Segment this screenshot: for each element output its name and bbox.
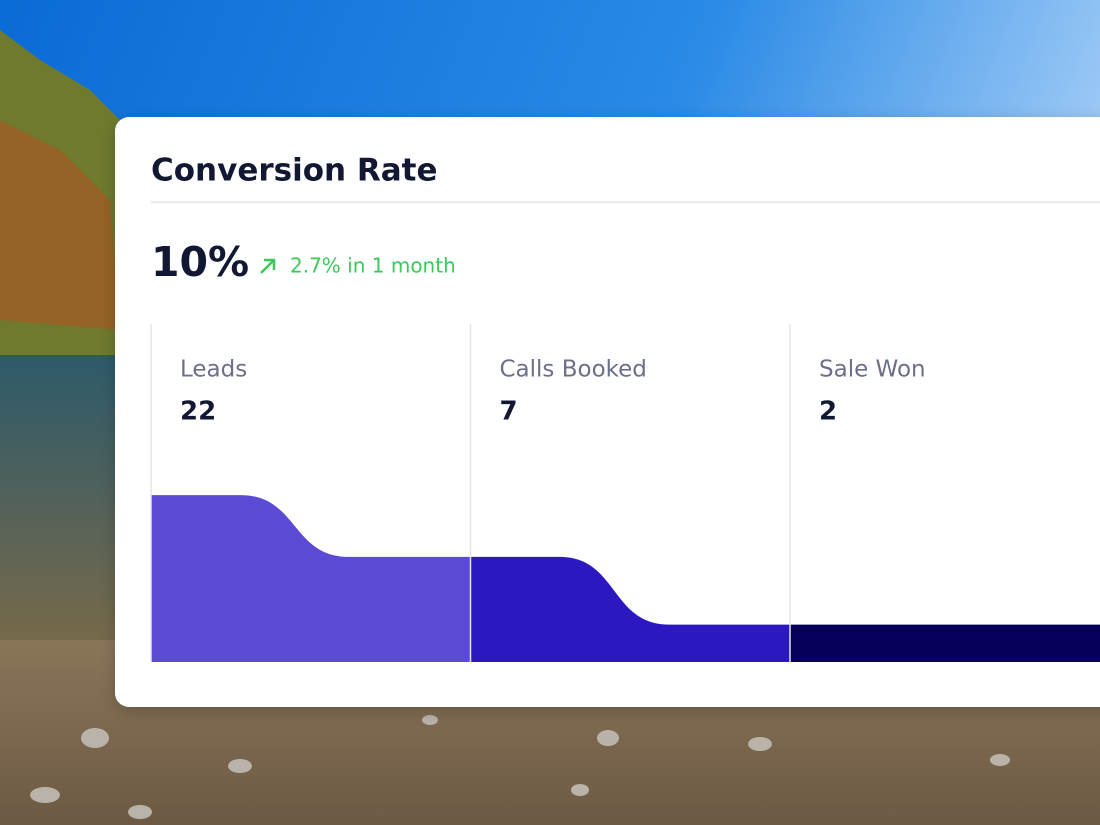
- foliage: [0, 120, 120, 330]
- stage-value: 22: [180, 397, 216, 427]
- funnel: Leads 22 Calls Booked 7 Sale Won 2: [150, 324, 1100, 662]
- stage-label: Sale Won: [819, 357, 926, 383]
- stage-label: Calls Booked: [500, 357, 647, 383]
- water: [0, 355, 130, 655]
- change-text: 2.7% in 1 month: [290, 254, 456, 278]
- stage-value: 7: [500, 397, 518, 427]
- funnel-segment: [470, 556, 790, 662]
- stage-label: Leads: [180, 357, 247, 383]
- trend-arrow: [260, 258, 276, 274]
- card-title: Conversion Rate: [151, 153, 438, 189]
- funnel-segment: [151, 495, 471, 662]
- headline: 10%: [151, 238, 249, 286]
- rocks: [30, 715, 1010, 819]
- stage-value: 2: [819, 397, 837, 427]
- funnel-segment: [790, 624, 1100, 662]
